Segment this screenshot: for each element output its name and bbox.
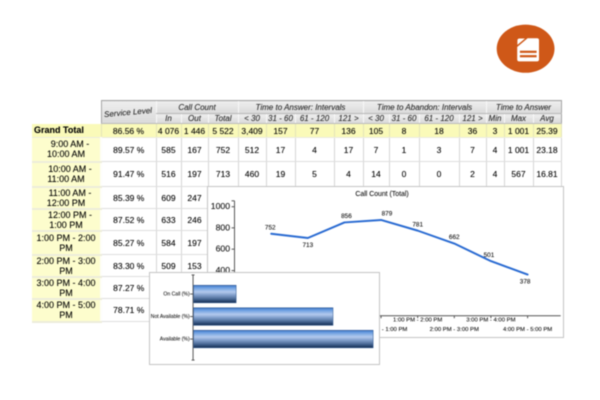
svg-text:1:00 PM - 2:00 PM: 1:00 PM - 2:00 PM [393,318,442,324]
svg-text:781: 781 [412,221,423,228]
svg-text:12:00 PM - 1:00 PM: 12:00 PM - 1:00 PM [355,327,408,333]
svg-text:752: 752 [265,224,276,231]
svg-text:879: 879 [382,211,393,218]
svg-text:2:00 PM - 3:00 PM: 2:00 PM - 3:00 PM [430,327,479,333]
svg-text:856: 856 [341,213,352,220]
svg-text:800: 800 [216,222,231,232]
svg-text:Call Count (Total): Call Count (Total) [355,191,408,198]
svg-text:600: 600 [216,244,231,254]
svg-text:3:00 PM - 4:00 PM: 3:00 PM - 4:00 PM [466,318,515,324]
svg-text:Not Available (%): Not Available (%) [150,314,189,320]
svg-text:400: 400 [216,265,231,275]
svg-text:On Call (%): On Call (%) [163,291,190,297]
svg-text:378: 378 [520,279,531,286]
svg-text:662: 662 [449,234,460,241]
svg-text:4:00 PM - 5:00 PM: 4:00 PM - 5:00 PM [503,327,552,333]
svg-text:Available (%): Available (%) [159,336,189,342]
svg-text:501: 501 [484,252,495,259]
svg-text:713: 713 [302,242,313,249]
svg-text:1000: 1000 [211,201,230,211]
